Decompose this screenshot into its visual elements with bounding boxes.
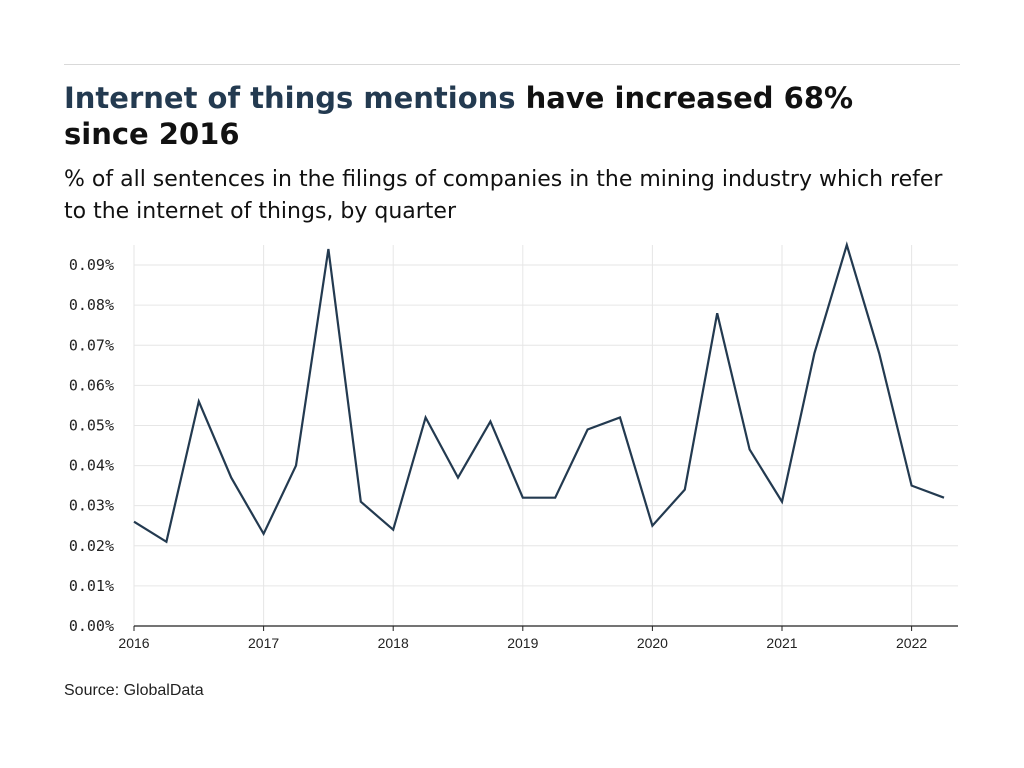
y-tick-label: 0.00% [69, 617, 114, 635]
title-rest: have increased 68% since 2016 [64, 81, 854, 151]
chart-title: Internet of things mentions have increas… [64, 80, 944, 152]
x-tick-label: 2020 [637, 635, 668, 651]
data-point [359, 500, 363, 504]
data-point [748, 448, 752, 452]
data-point [650, 524, 654, 528]
x-axis: 2016 2017 2018 2019 2020 2021 2022 [118, 626, 927, 651]
y-tick-label: 0.09% [69, 256, 114, 274]
series-line [133, 241, 945, 544]
data-point [488, 419, 492, 423]
y-axis: 0.00% 0.01% 0.02% 0.03% 0.04% 0.05% 0.06% 0.07%… [69, 256, 114, 635]
data-point [294, 464, 298, 468]
y-tick-label: 0.03% [69, 497, 114, 515]
line-chart: 0.00% 0.01% 0.02% 0.03% 0.04% 0.05% 0.06% 0.07%… [69, 241, 958, 651]
x-tick-label: 2022 [896, 635, 927, 651]
data-point [586, 427, 590, 431]
top-divider [64, 64, 960, 65]
x-tick-label: 2017 [248, 635, 279, 651]
data-point [424, 415, 428, 419]
data-point [197, 399, 201, 403]
x-tick-label: 2016 [118, 635, 149, 651]
data-point [683, 488, 687, 492]
source-note: Source: GlobalData [64, 682, 204, 699]
data-point [132, 520, 136, 524]
data-point [164, 540, 168, 544]
y-tick-label: 0.04% [69, 457, 114, 475]
data-point [553, 496, 557, 500]
y-tick-label: 0.05% [69, 416, 114, 434]
data-point [877, 351, 881, 355]
data-point [812, 351, 816, 355]
data-point [618, 415, 622, 419]
y-tick-label: 0.01% [69, 577, 114, 595]
data-point [262, 532, 266, 536]
data-point [521, 496, 525, 500]
gridlines [133, 245, 958, 626]
data-point [910, 484, 914, 488]
y-tick-label: 0.07% [69, 336, 114, 354]
data-point [391, 528, 395, 532]
data-point [780, 500, 784, 504]
y-tick-label: 0.06% [69, 376, 114, 394]
title-highlight: Internet of things mentions [64, 81, 516, 115]
data-point [326, 247, 330, 251]
chart-subtitle: % of all sentences in the filings of com… [64, 167, 943, 224]
x-tick-label: 2021 [766, 635, 797, 651]
data-point [715, 311, 719, 315]
data-point [456, 476, 460, 480]
y-tick-label: 0.08% [69, 296, 114, 314]
y-tick-label: 0.02% [69, 537, 114, 555]
data-point [942, 496, 946, 500]
x-tick-label: 2019 [507, 635, 538, 651]
x-tick-label: 2018 [378, 635, 409, 651]
data-point [229, 476, 233, 480]
data-point [845, 243, 849, 247]
